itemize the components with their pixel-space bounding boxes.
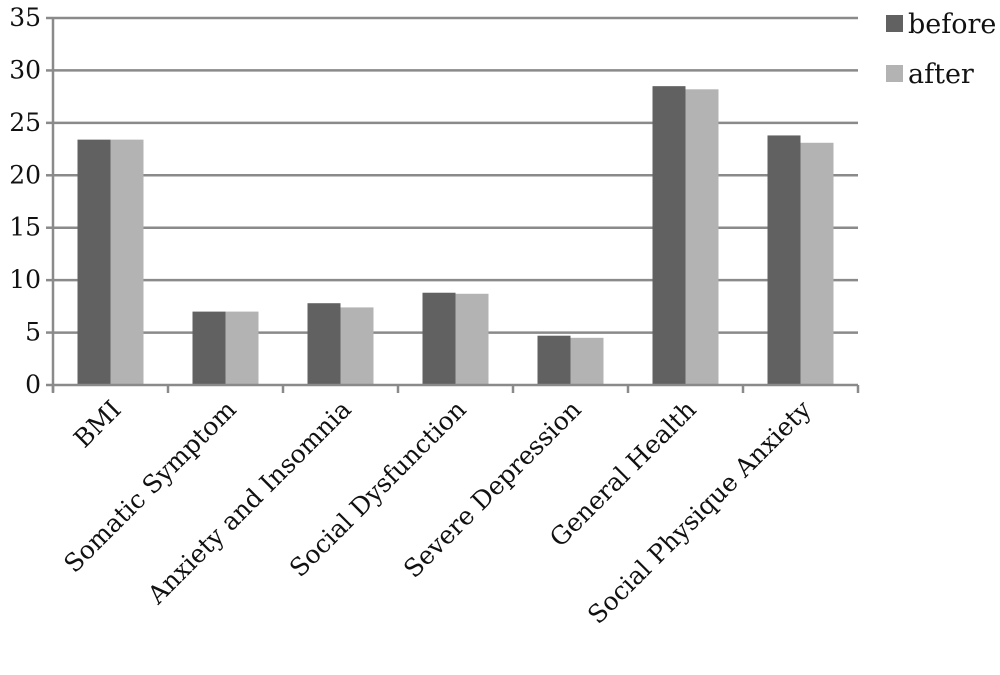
y-tick-label: 10 [9, 265, 41, 294]
bars [77, 86, 834, 386]
bar-before [307, 303, 341, 385]
legend-swatch-after [886, 65, 903, 82]
bar-before [192, 311, 226, 385]
legend-swatch-before [886, 15, 903, 32]
bar-before [767, 135, 801, 385]
y-tick-label: 25 [9, 108, 41, 137]
bar-after [225, 311, 259, 385]
legend-label-before: before [908, 9, 996, 40]
x-category-label: Social Physique Anxiety [582, 394, 817, 629]
bar-after [800, 142, 834, 385]
bar-after [340, 307, 374, 385]
bar-after [455, 293, 489, 385]
y-tick-label: 30 [9, 55, 41, 84]
legend-label-after: after [908, 59, 974, 90]
bar-before [77, 139, 111, 385]
y-tick-label: 15 [9, 213, 41, 242]
x-category-label: Anxiety and Insomnia [141, 395, 357, 611]
y-tick-label: 20 [9, 160, 41, 189]
bar-before [537, 335, 571, 385]
y-axis-ticks: 0 5 10 15 20 25 30 35 [9, 3, 53, 399]
bar-after [570, 337, 604, 385]
gridlines [53, 16, 858, 334]
y-tick-label: 5 [25, 318, 41, 347]
bar-before [422, 292, 456, 385]
y-tick-label: 35 [9, 3, 41, 32]
y-tick-label: 0 [25, 370, 41, 399]
axes [51, 18, 860, 393]
bar-after [110, 139, 144, 385]
bar-after [685, 89, 719, 385]
bar-before [652, 86, 686, 386]
x-category-label: BMI [68, 395, 127, 454]
legend: before after [886, 9, 996, 90]
